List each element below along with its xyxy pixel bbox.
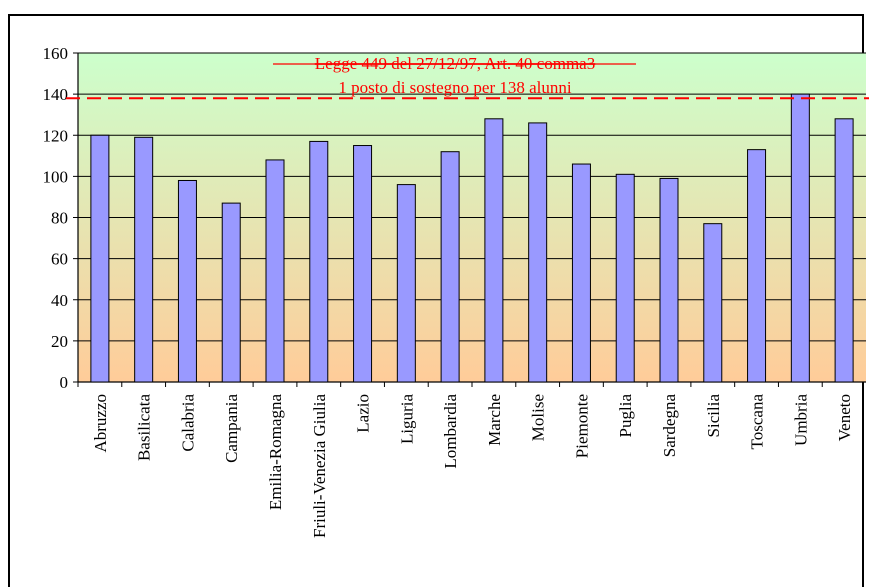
category-label: Piemonte xyxy=(572,394,591,458)
y-tick-label: 40 xyxy=(51,291,68,310)
bar-calabria xyxy=(177,179,197,383)
reference-annotation-line-2: 1 posto di sostegno per 138 alunni xyxy=(338,78,572,97)
category-label: Sardegna xyxy=(660,394,679,458)
category-label: Liguria xyxy=(397,394,416,444)
bar-lombardia xyxy=(440,151,460,383)
bar-sardegna xyxy=(659,177,679,383)
y-tick-label: 160 xyxy=(43,44,69,63)
y-tick-label: 0 xyxy=(60,373,69,392)
category-label: Marche xyxy=(485,394,504,446)
category-label: Veneto xyxy=(835,394,854,441)
category-label: Basilicata xyxy=(135,394,154,461)
bar-basilicata xyxy=(134,136,154,383)
bar-toscana xyxy=(747,149,767,383)
bar-molise xyxy=(528,122,548,383)
bar-sicilia xyxy=(703,223,723,383)
y-tick-label: 20 xyxy=(51,332,68,351)
bar-abruzzo xyxy=(90,134,110,383)
category-label: Abruzzo xyxy=(91,394,110,453)
y-tick-label: 80 xyxy=(51,209,68,228)
bar-piemonte xyxy=(571,163,591,383)
y-tick-label: 120 xyxy=(43,126,69,145)
bar-friuli-venezia-giulia xyxy=(309,140,329,383)
bar-lazio xyxy=(353,145,373,383)
bar-umbria xyxy=(790,93,810,383)
bar-puglia xyxy=(615,173,635,383)
category-label: Lazio xyxy=(354,394,373,433)
category-label: Molise xyxy=(529,394,548,441)
category-label: Lombardia xyxy=(441,394,460,469)
bar-liguria xyxy=(396,184,416,383)
category-label: Calabria xyxy=(178,394,197,452)
y-tick-label: 140 xyxy=(43,85,69,104)
bar-marche xyxy=(484,118,504,383)
category-label: Puglia xyxy=(616,394,635,438)
category-label: Toscana xyxy=(748,394,767,450)
bar-campania xyxy=(221,202,241,383)
y-tick-label: 100 xyxy=(43,167,69,186)
category-label: Sicilia xyxy=(704,394,723,438)
bar-emilia-romagna xyxy=(265,159,285,383)
bar-veneto xyxy=(834,118,854,383)
category-label: Umbria xyxy=(791,394,810,446)
category-label: Friuli-Venezia Giulia xyxy=(310,394,329,538)
y-tick-label: 60 xyxy=(51,250,68,269)
category-label: Emilia-Romagna xyxy=(266,394,285,511)
category-label: Campania xyxy=(222,394,241,463)
